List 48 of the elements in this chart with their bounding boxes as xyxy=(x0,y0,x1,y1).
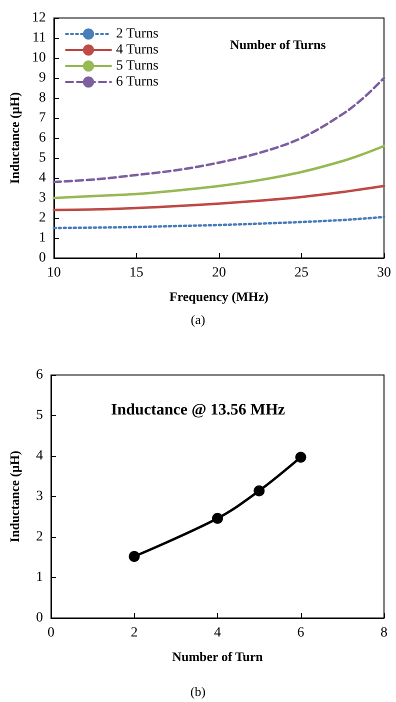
point xyxy=(295,452,306,463)
y-tick-label: 2 xyxy=(36,530,43,544)
point xyxy=(212,512,223,524)
y-tick-label: 1 xyxy=(38,230,46,246)
x-axis-title: Number of Turn xyxy=(172,649,264,664)
legend-label: 2 Turns xyxy=(116,26,158,42)
y-tick-label: 4 xyxy=(38,170,46,186)
line-series xyxy=(52,216,386,230)
y-tick-label: 7 xyxy=(38,110,46,126)
legend-title: Number of Turns xyxy=(230,37,326,52)
text: Inductance @ 13.56 MHz xyxy=(111,402,285,418)
x-tick-label: 30 xyxy=(377,266,391,280)
x-tick-label: 4 xyxy=(214,626,221,640)
y-tick-label: 6 xyxy=(36,368,43,382)
legend-label: 6 Turns xyxy=(116,74,158,90)
y-tick-label: 9 xyxy=(38,70,46,86)
legend-label: 5 Turns xyxy=(116,58,158,74)
y-tick-label: 5 xyxy=(38,150,46,166)
y-tick-label: 8 xyxy=(38,90,46,106)
y-tick-label: 12 xyxy=(32,10,46,26)
x-tick-label: 2 xyxy=(130,626,138,640)
y-tick-label: 3 xyxy=(36,489,43,504)
y-tick-label: 6 xyxy=(38,130,46,146)
legend-label: 4 Turns xyxy=(116,42,158,58)
point xyxy=(128,550,140,562)
y-tick-label: 10 xyxy=(32,50,46,66)
point xyxy=(254,485,265,496)
y-tick-label: 5 xyxy=(36,408,43,423)
y-tick-label: 0 xyxy=(38,250,46,266)
x-axis-title: Frequency (MHz) xyxy=(169,289,268,304)
x-tick-label: 25 xyxy=(294,266,308,280)
x-tick-label: 8 xyxy=(380,626,388,640)
y-tick-label: 3 xyxy=(38,190,46,206)
x-tick-label: 20 xyxy=(212,266,226,280)
x-tick-label: 6 xyxy=(297,626,304,640)
y-tick-label: 0 xyxy=(36,610,43,626)
line-series xyxy=(52,184,386,212)
line-series xyxy=(52,144,386,200)
text: (b) xyxy=(190,684,206,699)
y-tick-label: 11 xyxy=(32,30,46,46)
text: (a) xyxy=(190,312,206,327)
y-axis-title: Inductance (µH) xyxy=(7,92,22,184)
x-tick-label: 15 xyxy=(129,266,144,280)
line-series xyxy=(52,76,386,184)
y-tick-label: 4 xyxy=(36,448,43,464)
y-tick-label: 1 xyxy=(36,570,43,585)
y-tick-label: 2 xyxy=(38,210,46,226)
y-axis-title: Inductance (µH) xyxy=(7,450,22,542)
